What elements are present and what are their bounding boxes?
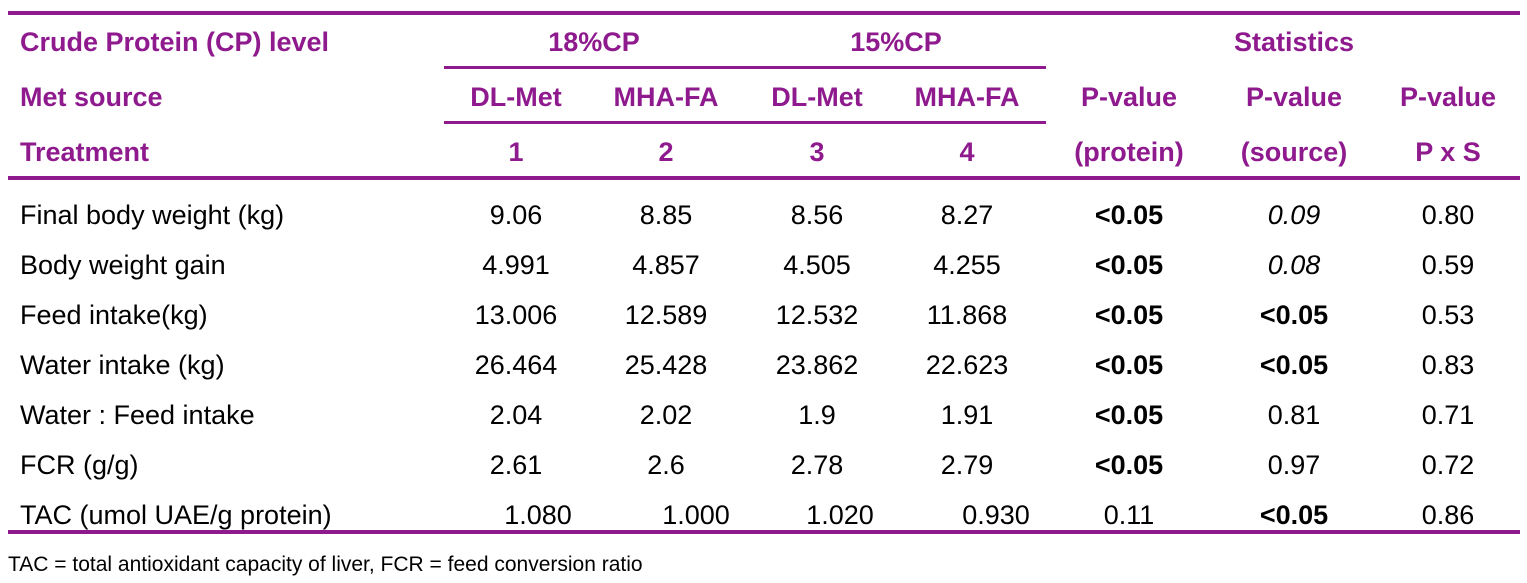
- table-footnote: TAC = total antioxidant capacity of live…: [8, 553, 643, 576]
- header-source-sub: (source): [1240, 137, 1348, 167]
- row-label: Water : Feed intake: [20, 400, 255, 430]
- header-col1-source: DL-Met: [470, 82, 562, 112]
- header-bottom-rule: [8, 176, 1520, 180]
- row-cell: 8.56: [790, 200, 844, 230]
- row-cell: 25.428: [624, 350, 708, 380]
- row-cell: 8.85: [639, 200, 693, 230]
- row-cell: 2.78: [790, 450, 844, 480]
- header-col4-source: MHA-FA: [914, 82, 1020, 112]
- row-cell: 0.80: [1421, 200, 1475, 230]
- row-cell: <0.05: [1259, 500, 1329, 530]
- row-label: Final body weight (kg): [20, 200, 285, 230]
- row-cell: 26.464: [474, 350, 558, 380]
- row-cell: 1.9: [798, 400, 836, 430]
- row-cell: 0.08: [1267, 250, 1321, 280]
- row-cell: <0.05: [1094, 400, 1164, 430]
- row-cell: 1.020: [806, 500, 874, 530]
- row-cell: 12.532: [775, 300, 859, 330]
- row-cell: 4.255: [933, 250, 1001, 280]
- header-pvalue-interaction: P-value: [1399, 82, 1497, 112]
- row-label: FCR (g/g): [20, 450, 139, 480]
- row-cell: 0.81: [1267, 400, 1321, 430]
- row-cell: 0.11: [1103, 500, 1155, 530]
- row-cell: <0.05: [1259, 300, 1329, 330]
- header-label-treatment: Treatment: [20, 137, 150, 167]
- row-cell: <0.05: [1094, 250, 1164, 280]
- row-cell: 0.59: [1421, 250, 1475, 280]
- header-group-18cp: 18%CP: [548, 27, 640, 57]
- row-cell: 0.71: [1421, 400, 1475, 430]
- header-col2-source: MHA-FA: [613, 82, 719, 112]
- row-cell: 9.06: [489, 200, 543, 230]
- row-cell: <0.05: [1259, 350, 1329, 380]
- row-cell: 0.930: [962, 500, 1030, 530]
- row-cell: 1.000: [662, 500, 730, 530]
- row-cell: 23.862: [775, 350, 859, 380]
- header-statistics: Statistics: [1233, 27, 1355, 57]
- row-cell: 0.97: [1267, 450, 1321, 480]
- row-cell: 0.86: [1421, 500, 1475, 530]
- row-cell: <0.05: [1094, 450, 1164, 480]
- header-pvalue-protein: P-value: [1080, 82, 1178, 112]
- row-cell: 2.6: [647, 450, 685, 480]
- top-rule: [8, 11, 1520, 15]
- row-label: Feed intake(kg): [20, 300, 208, 330]
- row-cell: 8.27: [940, 200, 994, 230]
- row-cell: 22.623: [925, 350, 1009, 380]
- row-cell: <0.05: [1094, 350, 1164, 380]
- group-rule-cp: [444, 66, 1046, 69]
- header-interaction-sub: P x S: [1415, 137, 1481, 167]
- header-treatment-1: 1: [508, 137, 524, 167]
- row-cell: <0.05: [1094, 300, 1164, 330]
- row-cell: 0.09: [1267, 200, 1321, 230]
- header-protein-sub: (protein): [1074, 137, 1184, 167]
- row-cell: 2.79: [940, 450, 994, 480]
- row-cell: 4.857: [632, 250, 700, 280]
- header-label-met-source: Met source: [20, 82, 163, 112]
- row-cell: 2.61: [489, 450, 543, 480]
- row-cell: 4.991: [482, 250, 550, 280]
- row-label: Water intake (kg): [20, 350, 225, 380]
- header-group-15cp: 15%CP: [850, 27, 942, 57]
- row-cell: <0.05: [1094, 200, 1164, 230]
- row-label: TAC (umol UAE/g protein): [20, 500, 332, 530]
- group-rule-source: [444, 121, 1046, 124]
- row-cell: 11.868: [926, 300, 1008, 330]
- row-cell: 0.83: [1421, 350, 1475, 380]
- header-col3-source: DL-Met: [771, 82, 863, 112]
- row-cell: 0.72: [1421, 450, 1475, 480]
- header-label-cp-level: Crude Protein (CP) level: [20, 27, 330, 57]
- row-label: Body weight gain: [20, 250, 226, 280]
- row-cell: 1.91: [940, 400, 994, 430]
- header-treatment-4: 4: [959, 137, 975, 167]
- header-treatment-3: 3: [809, 137, 825, 167]
- table-bottom-rule: [8, 530, 1520, 534]
- row-cell: 2.02: [639, 400, 693, 430]
- row-cell: 1.080: [504, 500, 572, 530]
- row-cell: 12.589: [624, 300, 708, 330]
- header-pvalue-source: P-value: [1245, 82, 1343, 112]
- row-cell: 4.505: [783, 250, 851, 280]
- row-cell: 13.006: [474, 300, 558, 330]
- row-cell: 2.04: [489, 400, 543, 430]
- header-treatment-2: 2: [658, 137, 674, 167]
- row-cell: 0.53: [1421, 300, 1475, 330]
